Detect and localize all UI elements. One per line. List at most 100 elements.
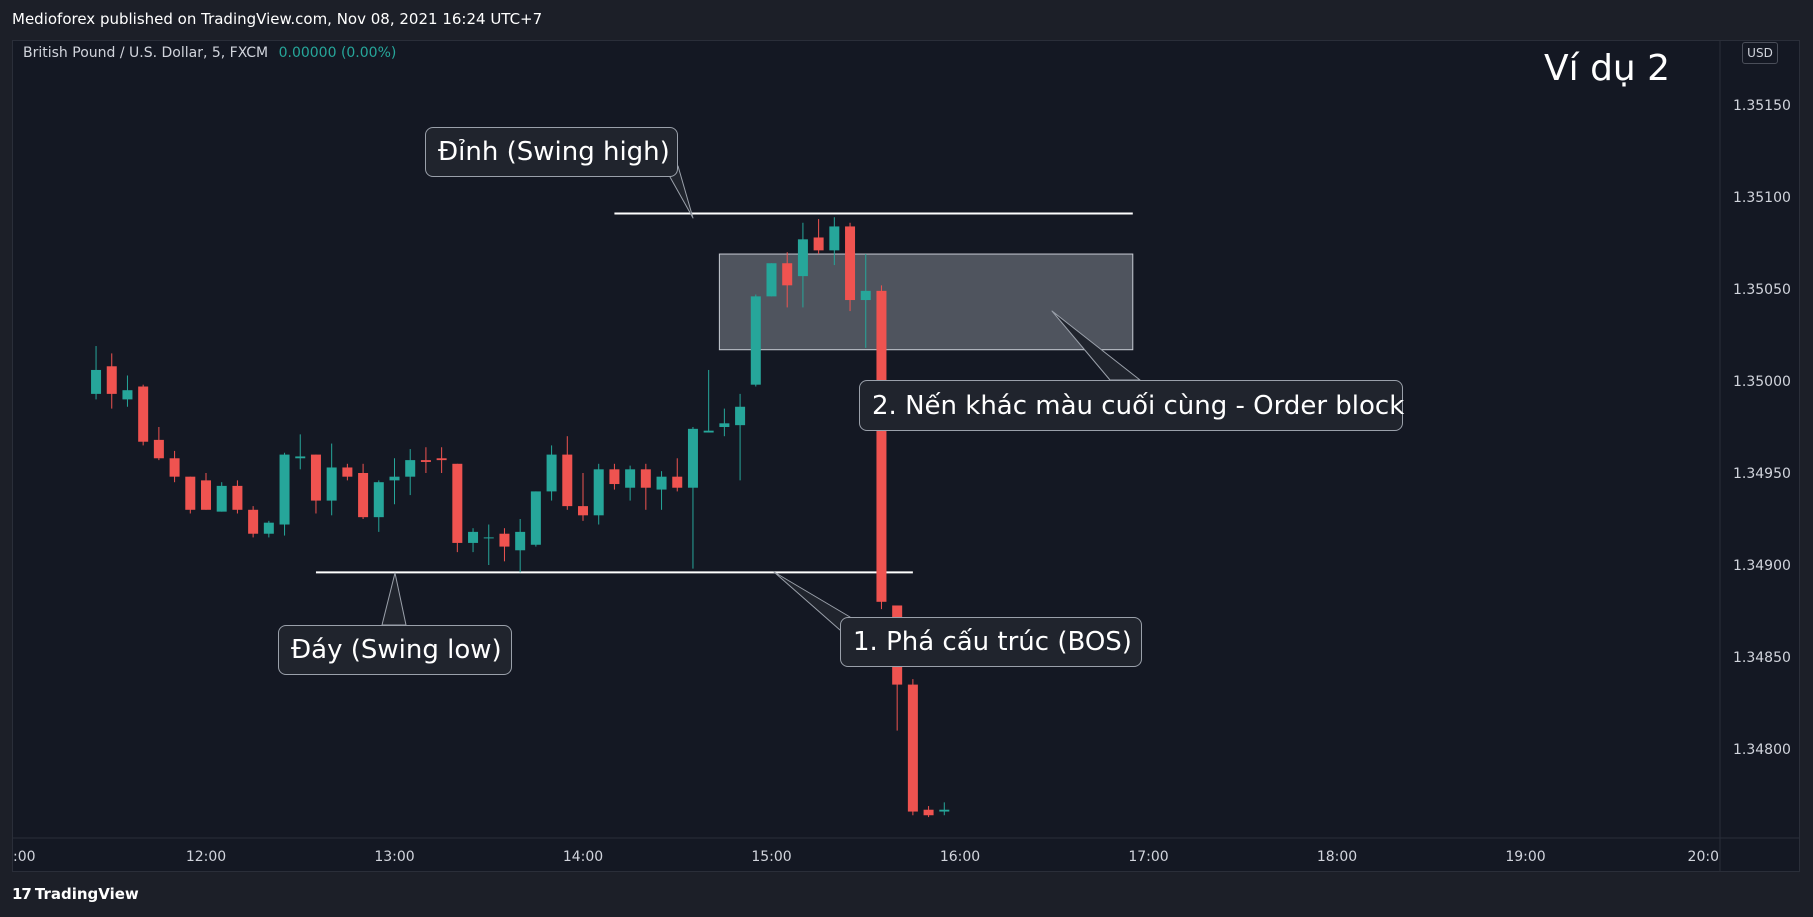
candle	[766, 263, 777, 297]
tradingview-footer[interactable]: 17 TradingView	[12, 885, 139, 903]
candle	[122, 375, 133, 407]
example-title: Ví dụ 2	[1544, 48, 1671, 89]
price-tick-label: 1.35150	[1733, 98, 1791, 114]
candle-body	[279, 454, 290, 525]
price-tick-label: 1.35000	[1733, 374, 1791, 390]
symbol-name: British Pound / U.S. Dollar, 5, FXCM	[23, 45, 269, 61]
candle	[91, 346, 102, 400]
candle	[578, 473, 588, 521]
candle	[845, 222, 856, 312]
time-tick-label: 14:00	[563, 849, 603, 865]
price-tick-label: 1.35100	[1733, 190, 1791, 206]
time-tick-label: 19:00	[1505, 849, 1545, 865]
price-tick-label: 1.34950	[1733, 466, 1791, 482]
candle	[468, 528, 479, 553]
candle	[420, 447, 431, 473]
candle-body	[295, 456, 306, 459]
candle-body	[530, 491, 541, 545]
time-axis: :00 12:00 13:00 14:00 15:00 16:00 17:00 18:00 19…	[13, 849, 1719, 865]
candle	[797, 222, 808, 308]
candle	[106, 353, 117, 409]
candle	[436, 447, 447, 473]
candle	[248, 506, 259, 538]
candle-body	[766, 263, 777, 297]
candle-body	[578, 506, 588, 516]
time-tick-label: :00	[13, 849, 36, 865]
candle-body	[593, 469, 604, 516]
candle-body	[153, 439, 164, 459]
chart-grid	[12, 40, 1800, 872]
candle-body	[452, 463, 463, 543]
price-axis: 1.35150 1.35100 1.35050 1.35000 1.34950 1.349…	[1733, 98, 1791, 758]
callout-pointers	[381, 165, 1141, 631]
currency-badge[interactable]: USD	[1742, 42, 1778, 64]
candle-body	[310, 454, 321, 501]
candle	[326, 443, 337, 516]
time-tick-label: 18:00	[1317, 849, 1357, 865]
candle	[389, 458, 400, 505]
time-tick-label: 12:00	[186, 849, 226, 865]
candle-body	[656, 476, 667, 490]
candle	[593, 463, 604, 525]
candle-body	[483, 537, 494, 539]
time-tick-label: 16:00	[940, 849, 980, 865]
candle-body	[672, 476, 683, 488]
candle-body	[907, 684, 918, 812]
callout-swing-low[interactable]: Đáy (Swing low)	[278, 625, 512, 675]
candle-body	[326, 467, 337, 501]
candle	[782, 252, 793, 308]
candle	[358, 463, 369, 519]
candle	[515, 519, 526, 573]
symbol-change: 0.00000 (0.00%)	[278, 45, 397, 61]
time-tick-label: 20:0	[1688, 849, 1719, 865]
callout-order-block[interactable]: 2. Nến khác màu cuối cùng - Order block	[859, 380, 1404, 431]
candle-body	[546, 454, 557, 492]
candle-body	[750, 296, 761, 385]
candle	[876, 285, 887, 610]
price-tick-label: 1.34900	[1733, 558, 1791, 574]
candle	[310, 454, 321, 514]
candle-body	[405, 460, 416, 477]
candle-body	[91, 369, 102, 394]
price-tick-label: 1.34800	[1733, 742, 1791, 758]
candle	[750, 294, 761, 387]
candle-body	[797, 239, 808, 277]
candle-body	[201, 480, 211, 510]
candle	[625, 465, 636, 501]
candle-body	[782, 263, 793, 286]
candle-body	[860, 290, 871, 301]
candle	[640, 463, 651, 510]
candle	[609, 463, 620, 490]
candle	[907, 679, 918, 816]
candle	[923, 806, 934, 818]
callout-bos[interactable]: 1. Phá cấu trúc (BOS)	[840, 617, 1142, 667]
candle-body	[263, 522, 274, 534]
candle-body	[185, 476, 196, 510]
candle	[153, 427, 164, 461]
candle-body	[939, 809, 950, 812]
candle-body	[813, 237, 824, 251]
candle	[939, 802, 950, 816]
candle	[452, 463, 463, 553]
candles	[91, 217, 950, 818]
candle	[373, 480, 384, 532]
time-tick-label: 13:00	[374, 849, 414, 865]
candle	[216, 482, 227, 512]
callout-swing-high[interactable]: Đỉnh (Swing high)	[425, 127, 678, 177]
candle	[813, 219, 824, 255]
time-tick-label: 17:00	[1128, 849, 1168, 865]
candle-body	[342, 467, 353, 477]
time-tick-label: 15:00	[751, 849, 791, 865]
candle-body	[609, 469, 620, 485]
candle	[829, 217, 840, 266]
candle-body	[232, 485, 243, 510]
order-block-zone	[718, 253, 1134, 351]
candle	[703, 369, 714, 433]
candle-body	[499, 533, 510, 547]
bos-pointer	[773, 571, 851, 631]
candle-body	[138, 386, 149, 442]
symbol-legend[interactable]: British Pound / U.S. Dollar, 5, FXCM 0.0…	[23, 45, 396, 61]
chart-frame[interactable]	[12, 40, 1800, 872]
candle-body	[719, 423, 730, 427]
